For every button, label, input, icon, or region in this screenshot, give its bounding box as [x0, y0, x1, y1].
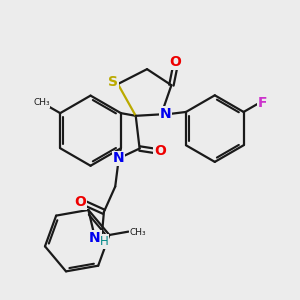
Text: N: N — [89, 231, 101, 245]
Text: H: H — [100, 235, 109, 248]
Text: N: N — [160, 107, 171, 121]
Text: CH₃: CH₃ — [33, 98, 50, 107]
Text: O: O — [169, 55, 181, 69]
Text: F: F — [258, 96, 267, 110]
Text: O: O — [74, 195, 86, 209]
Text: N: N — [112, 151, 124, 165]
Text: O: O — [154, 144, 166, 158]
Text: CH₃: CH₃ — [130, 228, 146, 237]
Text: S: S — [108, 75, 118, 88]
